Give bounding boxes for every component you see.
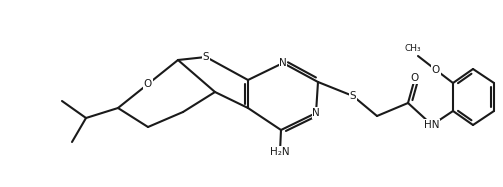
Text: O: O — [411, 73, 419, 83]
Text: S: S — [350, 91, 356, 101]
Text: CH₃: CH₃ — [405, 44, 422, 53]
Text: N: N — [312, 108, 320, 118]
Text: O: O — [144, 79, 152, 89]
Text: HN: HN — [424, 120, 440, 130]
Text: N: N — [279, 58, 287, 68]
Text: O: O — [432, 65, 440, 75]
Text: H₂N: H₂N — [270, 147, 290, 157]
Text: S: S — [203, 52, 209, 62]
